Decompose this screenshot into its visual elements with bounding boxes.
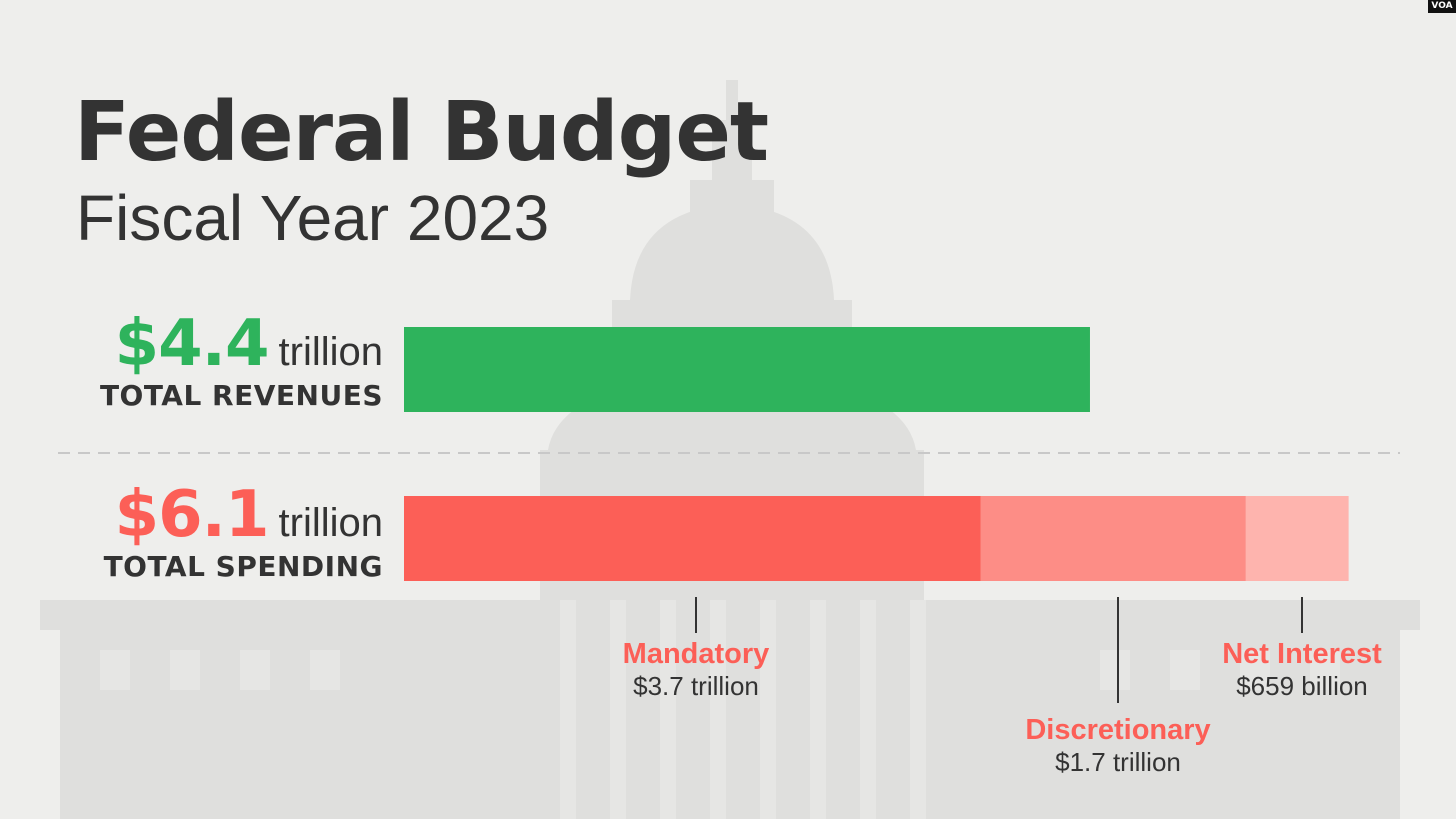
net-interest-name: Net Interest <box>1222 638 1382 670</box>
spending-label-group: $6.1 trillion TOTAL SPENDING <box>104 483 383 581</box>
net-interest-value: $659 billion <box>1236 671 1368 702</box>
revenue-value: $4.4 <box>114 307 270 381</box>
mandatory-name: Mandatory <box>622 638 770 670</box>
revenue-category-label: TOTAL REVENUES <box>99 379 383 412</box>
mandatory-value: $3.7 trillion <box>633 671 759 702</box>
discretionary-value: $1.7 trillion <box>1055 747 1181 778</box>
net-interest-callout: Net Interest $659 billion <box>1222 638 1382 703</box>
chart-subtitle: Fiscal Year 2023 <box>76 182 550 254</box>
spending-category-label: TOTAL SPENDING <box>103 550 383 583</box>
voa-logo: VOA <box>1428 0 1456 13</box>
revenue-bar <box>404 327 1090 412</box>
mandatory-callout: Mandatory $3.7 trillion <box>623 638 770 703</box>
spending-unit: trillion <box>278 501 383 545</box>
discretionary-callout: Discretionary $1.7 trillion <box>1025 714 1210 779</box>
discretionary-spending-bar <box>980 496 1246 581</box>
chart-title: Federal Budget <box>74 85 769 180</box>
net-interest-spending-bar <box>1245 496 1349 581</box>
spending-value: $6.1 <box>114 478 270 552</box>
revenue-label-group: $4.4 trillion TOTAL REVENUES <box>100 312 383 410</box>
discretionary-name: Discretionary <box>1025 714 1211 746</box>
revenue-unit: trillion <box>278 330 383 374</box>
mandatory-spending-bar <box>404 496 981 581</box>
